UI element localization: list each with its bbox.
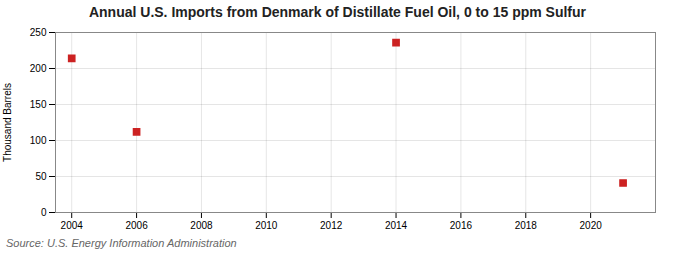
html-text:Source: U.S. Energy Informatio: Source: U.S. Energy Information Administ…	[6, 237, 237, 249]
svg-text:2008: 2008	[190, 220, 213, 231]
svg-text:200: 200	[30, 63, 47, 74]
svg-text:100: 100	[30, 135, 47, 146]
svg-text:150: 150	[30, 99, 47, 110]
svg-text:2004: 2004	[61, 220, 84, 231]
svg-text:2014: 2014	[385, 220, 408, 231]
svg-text:Thousand Barrels: Thousand Barrels	[2, 83, 13, 162]
svg-text:2010: 2010	[255, 220, 278, 231]
svg-text:2016: 2016	[450, 220, 473, 231]
svg-text:2012: 2012	[320, 220, 343, 231]
svg-text:250: 250	[30, 27, 47, 38]
svg-text:50: 50	[35, 171, 47, 182]
svg-text:2006: 2006	[125, 220, 148, 231]
html-text:Annual U.S. Imports from Denma: Annual U.S. Imports from Denmark of Dist…	[89, 4, 586, 20]
svg-text:0: 0	[41, 207, 47, 218]
svg-text:2018: 2018	[515, 220, 538, 231]
svg-text:2020: 2020	[580, 220, 603, 231]
